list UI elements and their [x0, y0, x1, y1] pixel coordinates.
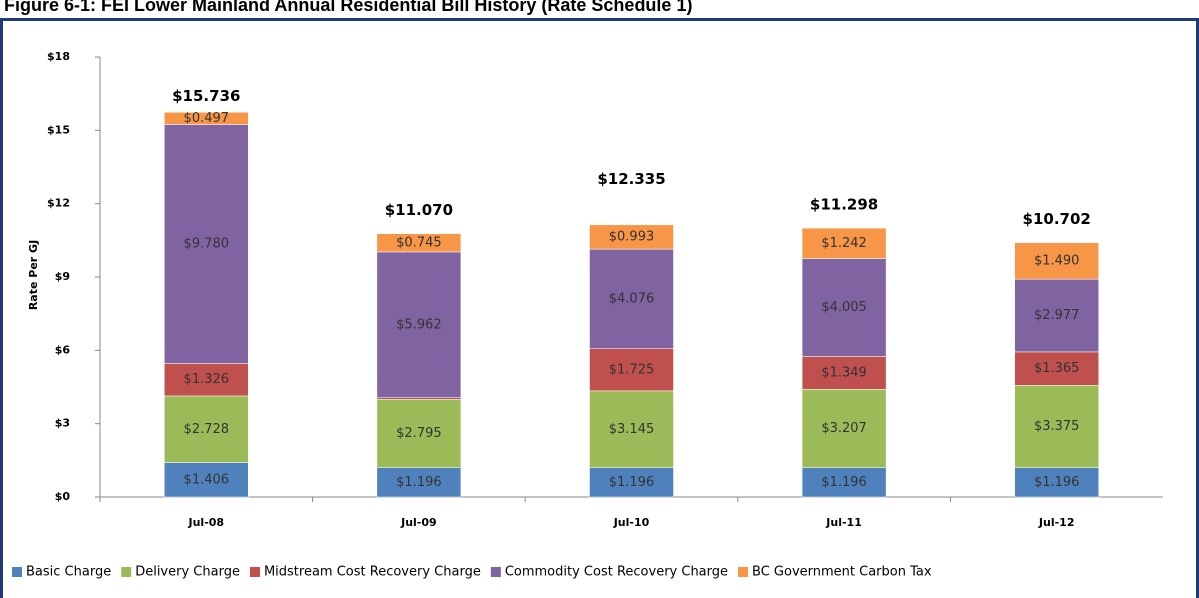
y-tick-label: $12 [47, 197, 70, 210]
legend-label: Commodity Cost Recovery Charge [505, 565, 728, 580]
data-label: $2.977 [1034, 308, 1080, 323]
bar-segment [801, 227, 887, 259]
data-label: $2.728 [184, 422, 230, 437]
bar-segment [801, 258, 887, 357]
x-tick-label: Jul-12 [1038, 516, 1075, 529]
data-label: $1.196 [609, 475, 655, 490]
y-tick-label: $9 [55, 270, 70, 283]
x-tick-label: Jul-09 [400, 516, 437, 529]
data-label: $5.962 [396, 317, 442, 332]
data-label: $3.145 [609, 422, 655, 437]
data-label: $1.365 [1034, 361, 1080, 376]
bar-segment [801, 467, 887, 498]
data-label: $0.497 [184, 111, 230, 126]
total-label: $11.070 [385, 201, 453, 219]
bar-segment [164, 462, 249, 498]
data-label: $2.795 [396, 426, 442, 441]
bar-segment [164, 124, 249, 364]
bar-segment [589, 390, 674, 469]
legend-swatch [738, 567, 749, 577]
data-label: $1.406 [184, 472, 230, 487]
data-label: $1.349 [821, 365, 867, 380]
data-label: $1.490 [1034, 253, 1080, 268]
data-label: $4.005 [821, 300, 867, 315]
data-label: $1.242 [821, 236, 867, 251]
bar-segment [1014, 385, 1099, 469]
chart-title: Figure 6-1: FEI Lower Mainland Annual Re… [4, 0, 692, 15]
bar-segment [1014, 278, 1099, 353]
data-label: $9.780 [184, 237, 230, 252]
data-label: $1.196 [396, 475, 442, 490]
legend-label: Midstream Cost Recovery Charge [264, 565, 481, 580]
bar-segment [164, 395, 249, 463]
x-tick-label: Jul-08 [188, 516, 225, 529]
total-label: $12.335 [597, 170, 665, 188]
bar-segment [376, 467, 462, 498]
data-label: $0.745 [396, 235, 442, 250]
legend-swatch [249, 567, 260, 577]
bar-segment [164, 112, 249, 125]
bar-segment [164, 363, 249, 397]
x-tick-label: Jul-11 [825, 516, 862, 529]
data-label: $3.207 [821, 421, 867, 436]
y-tick-label: $15 [47, 123, 70, 136]
bar-segment [376, 251, 462, 398]
data-label: $1.196 [821, 475, 867, 490]
total-label: $15.736 [172, 87, 240, 105]
legend-label: Delivery Charge [135, 565, 240, 580]
bar-segment [1014, 467, 1099, 498]
total-label: $11.298 [810, 195, 878, 213]
bar-segment [376, 399, 462, 469]
data-label: $0.993 [609, 229, 655, 244]
data-label: $4.076 [609, 291, 655, 306]
legend-swatch [121, 567, 132, 577]
legend-swatch [12, 567, 22, 577]
bar-segment [801, 356, 887, 390]
bar-segment [589, 224, 674, 250]
y-tick-label: $18 [47, 50, 70, 63]
y-tick-label: $3 [55, 417, 70, 430]
total-label: $10.702 [1023, 210, 1091, 228]
x-tick-label: Jul-10 [613, 516, 650, 529]
legend-label: Basic Charge [26, 565, 111, 580]
legend-swatch [490, 567, 501, 577]
bar-segment [1014, 242, 1099, 280]
y-tick-label: $6 [55, 343, 71, 356]
y-axis-label: Rate Per GJ [27, 240, 40, 310]
bar-segment [589, 248, 674, 349]
data-label: $3.375 [1034, 419, 1080, 434]
bar-segment [801, 389, 887, 469]
bar-segment [589, 467, 674, 498]
data-label: $1.326 [184, 372, 230, 387]
data-label: $1.196 [1034, 475, 1080, 490]
data-label: $1.725 [609, 362, 655, 377]
legend-label: BC Government Carbon Tax [752, 565, 932, 580]
bar-segment [1014, 351, 1099, 386]
y-tick-label: $0 [55, 490, 71, 503]
bar-segment [376, 233, 462, 253]
